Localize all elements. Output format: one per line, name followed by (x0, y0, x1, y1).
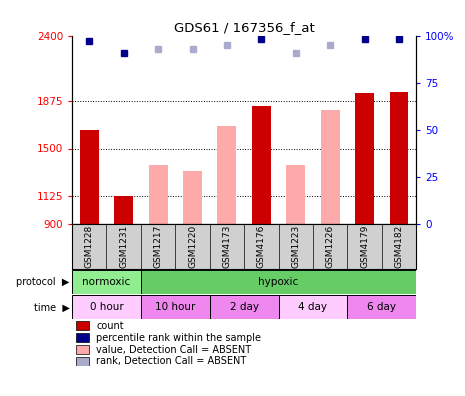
Text: time  ▶: time ▶ (34, 302, 70, 312)
Bar (183, 171, 202, 224)
Text: GSM1223: GSM1223 (291, 225, 300, 268)
Bar (114, 196, 133, 224)
Text: normoxic: normoxic (82, 277, 131, 287)
Bar (149, 165, 167, 224)
Bar (72, 270, 141, 294)
Text: 4 day: 4 day (299, 302, 327, 312)
Bar (286, 165, 305, 224)
Title: GDS61 / 167356_f_at: GDS61 / 167356_f_at (174, 21, 314, 34)
Text: GSM4173: GSM4173 (222, 225, 232, 268)
Bar (75, 321, 89, 330)
Text: percentile rank within the sample: percentile rank within the sample (96, 333, 261, 343)
Text: GSM4182: GSM4182 (394, 225, 404, 268)
Bar (279, 295, 347, 319)
Text: GSM1226: GSM1226 (326, 225, 335, 268)
Bar (355, 93, 374, 224)
Text: 0 hour: 0 hour (90, 302, 123, 312)
Text: GSM1220: GSM1220 (188, 225, 197, 268)
Bar (321, 110, 339, 224)
Text: hypoxic: hypoxic (259, 277, 299, 287)
Text: 10 hour: 10 hour (155, 302, 195, 312)
Bar (347, 295, 416, 319)
Text: GSM1228: GSM1228 (85, 225, 94, 268)
Bar (75, 345, 89, 354)
Text: count: count (96, 321, 124, 331)
Text: rank, Detection Call = ABSENT: rank, Detection Call = ABSENT (96, 356, 246, 366)
Text: 6 day: 6 day (367, 302, 396, 312)
Bar (141, 295, 210, 319)
Text: 2 day: 2 day (230, 302, 259, 312)
Text: GSM4176: GSM4176 (257, 225, 266, 268)
Bar (218, 126, 236, 224)
Text: GSM1217: GSM1217 (153, 225, 163, 268)
Bar (72, 295, 141, 319)
Text: GSM1231: GSM1231 (119, 225, 128, 268)
Bar (252, 106, 271, 224)
Bar (390, 92, 408, 224)
Bar (80, 129, 99, 224)
Bar (75, 333, 89, 342)
Text: GSM4179: GSM4179 (360, 225, 369, 268)
Bar (141, 270, 416, 294)
Text: value, Detection Call = ABSENT: value, Detection Call = ABSENT (96, 345, 251, 354)
Bar (75, 357, 89, 366)
Bar (210, 295, 279, 319)
Text: protocol  ▶: protocol ▶ (16, 277, 70, 287)
